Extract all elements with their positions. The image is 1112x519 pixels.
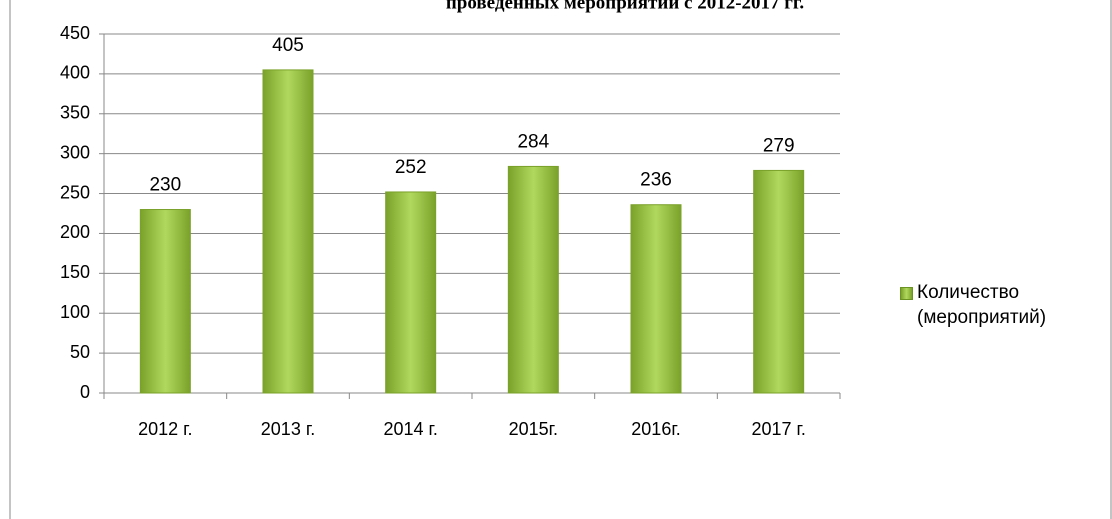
data-label: 230	[149, 175, 181, 196]
y-tick-label: 150	[60, 262, 90, 282]
chart-border	[9, 0, 1112, 519]
y-tick-label: 300	[60, 142, 90, 162]
x-tick-label: 2017 г.	[751, 419, 805, 439]
bar	[753, 169, 805, 394]
x-tick-label: 2014 г.	[383, 419, 437, 439]
legend-label: Количество (мероприятий)	[917, 282, 1047, 328]
data-label: 405	[272, 35, 304, 56]
x-tick-label: 2016г.	[631, 419, 680, 439]
y-tick-label: 350	[60, 103, 90, 123]
bar	[139, 209, 191, 394]
legend: Количество (мероприятий)	[900, 280, 1100, 330]
bar	[262, 69, 314, 394]
y-tick-label: 0	[80, 382, 90, 402]
bar	[385, 191, 437, 394]
y-tick-label: 400	[60, 63, 90, 83]
data-label: 284	[517, 131, 549, 152]
y-tick-label: 200	[60, 222, 90, 242]
bar	[630, 204, 682, 394]
x-tick-label: 2012 г.	[138, 419, 192, 439]
y-tick-label: 100	[60, 302, 90, 322]
x-tick-label: 2013 г.	[261, 419, 315, 439]
data-label: 252	[395, 157, 427, 178]
y-tick-label: 250	[60, 182, 90, 202]
data-label: 279	[763, 135, 795, 156]
x-tick-label: 2015г.	[509, 419, 558, 439]
bar	[507, 165, 559, 394]
y-tick-label: 50	[70, 342, 90, 362]
legend-swatch	[900, 287, 913, 300]
chart-title: проведенных мероприятий с 2012-2017 гг.	[446, 0, 804, 13]
data-label: 236	[640, 170, 672, 191]
y-tick-label: 450	[60, 23, 90, 43]
